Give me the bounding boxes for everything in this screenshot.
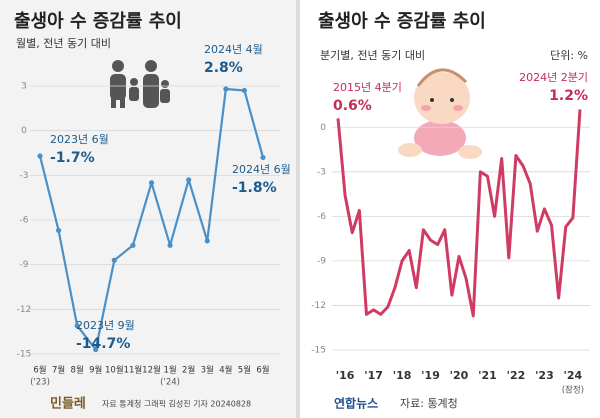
y-tick-label: 3 [21, 82, 27, 92]
annotation-text: 2024년 6월 [232, 163, 291, 176]
right-panel [300, 0, 600, 418]
logo: 민들레 [50, 396, 86, 412]
y-tick-label: -6 [317, 212, 326, 222]
chart-title: 출생아 수 증감률 추이 [318, 11, 486, 32]
data-line [336, 109, 582, 318]
value-label: 0.6% [333, 98, 372, 114]
x-tick-label: 5월 [238, 365, 251, 376]
data-point [241, 87, 248, 94]
data-point [111, 257, 117, 263]
source: 자료 통계청 그래픽 김성진 기자 20240828 [102, 399, 251, 409]
value-label: -1.7% [50, 150, 95, 166]
x-tick-label: '24 [564, 369, 583, 382]
x-tick-label: 2월 [182, 365, 195, 376]
x-tick-label: 4월 [219, 365, 232, 376]
y-tick-label: -3 [20, 171, 29, 181]
x-sublabel: ('24) [160, 378, 180, 388]
x-tick-label: 12월 [142, 365, 161, 376]
y-tick-label: -3 [317, 167, 326, 177]
x-tick-label: '22 [507, 369, 526, 382]
value-label: 1.2% [549, 88, 588, 104]
x-tick-label: '19 [421, 369, 440, 382]
data-point [204, 238, 210, 244]
chart-subtitle: 분기별, 전년 동기 대비 [320, 49, 425, 62]
x-tick-label: 1월 [163, 365, 176, 376]
y-tick-label: 0 [21, 126, 27, 136]
data-point [260, 154, 266, 161]
annotation-text: 2023년 9월 [76, 319, 135, 332]
data-point [93, 346, 99, 353]
x-tick-label: 8월 [71, 365, 84, 376]
data-point [55, 227, 62, 234]
x-tick-label: 10월 [105, 365, 124, 376]
family-icon [110, 60, 170, 108]
y-tick-label: -12 [311, 301, 326, 311]
data-point [130, 242, 136, 248]
y-tick-label: -9 [317, 256, 326, 266]
data-point [148, 180, 155, 186]
divider [296, 0, 300, 418]
x-tick-label: 6월 [33, 365, 46, 376]
data-point [223, 86, 229, 92]
x-tick-label: '20 [450, 369, 469, 382]
annotation-text: 2015년 4분기 [333, 81, 402, 94]
logo: 연합뉴스 [334, 396, 378, 411]
y-tick-label: -12 [17, 305, 32, 315]
x-tick-label: 7월 [52, 365, 65, 376]
x-tick-label: '16 [336, 369, 355, 382]
y-tick-label: -15 [17, 350, 32, 360]
x-sublabel: (잠정) [562, 385, 584, 396]
value-label: 2.8% [204, 60, 243, 76]
y-tick-label: 0 [320, 123, 326, 133]
data-point [167, 242, 173, 248]
x-tick-label: 3월 [201, 365, 214, 376]
x-tick-label: 11월 [124, 365, 143, 376]
x-tick-label: '18 [393, 369, 412, 382]
data-point [37, 153, 43, 159]
x-tick-label: 9월 [89, 365, 102, 376]
value-label: -1.8% [232, 180, 277, 196]
chart-title: 출생아 수 증감률 추이 [14, 11, 182, 32]
annotation-text: 2023년 6월 [50, 133, 109, 146]
x-tick-label: 6월 [256, 365, 269, 376]
chart-subtitle: 월별, 전년 동기 대비 [16, 37, 111, 50]
x-sublabel: ('23) [30, 378, 50, 388]
value-label: -14.7% [76, 336, 130, 352]
x-tick-label: '21 [478, 369, 497, 382]
annotation-text: 2024년 2분기 [519, 71, 588, 84]
unit-label: 단위: % [550, 49, 588, 62]
source: 자료: 통계청 [400, 397, 458, 410]
x-tick-label: '23 [535, 369, 554, 382]
x-tick-label: '17 [364, 369, 383, 382]
baby-illustration [398, 68, 482, 159]
y-tick-label: -15 [311, 346, 326, 356]
y-tick-label: -6 [20, 216, 29, 226]
annotation-text: 2024년 4월 [204, 43, 263, 56]
data-point [186, 177, 192, 183]
data-point [74, 323, 80, 329]
y-tick-label: -9 [20, 260, 29, 270]
